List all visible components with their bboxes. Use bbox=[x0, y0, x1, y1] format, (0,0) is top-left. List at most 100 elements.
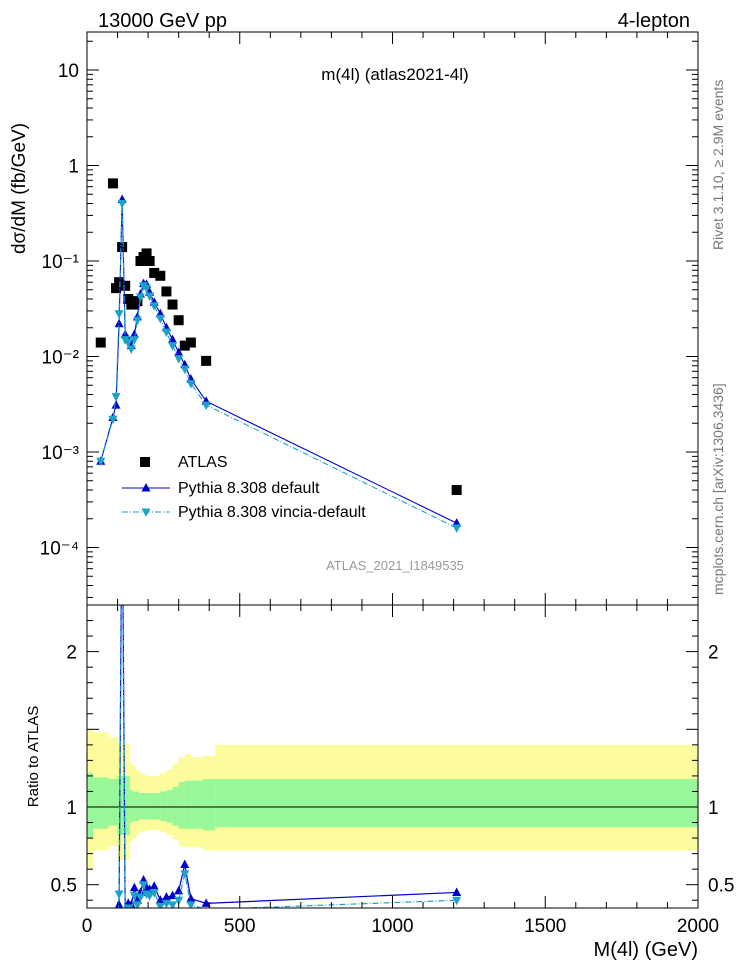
series-line-1 bbox=[100, 199, 457, 524]
ratio-y-tick-label-right: 2 bbox=[708, 643, 719, 664]
legend-default-marker bbox=[141, 483, 151, 492]
vincia-point bbox=[126, 345, 136, 354]
ratio-point-vincia bbox=[132, 901, 142, 908]
inner-band-bin bbox=[172, 786, 180, 826]
legend-vincia-marker bbox=[141, 508, 151, 517]
atlas-point bbox=[161, 286, 172, 297]
inner-band-bin bbox=[148, 793, 152, 820]
vincia-point bbox=[155, 315, 165, 324]
legend-label: Pythia 8.308 default bbox=[178, 480, 320, 497]
inner-band-bin bbox=[184, 780, 192, 829]
inner-band-bin bbox=[135, 791, 140, 821]
vincia-point bbox=[129, 336, 139, 345]
ratio-point-default bbox=[155, 895, 165, 904]
atlas-point bbox=[167, 299, 178, 310]
y-tick-label: 10⁻⁴ bbox=[40, 539, 79, 560]
inner-band-bin bbox=[132, 791, 137, 821]
ratio-point-vincia bbox=[180, 870, 190, 879]
x-axis-label: M(4l) (GeV) bbox=[594, 939, 698, 961]
atlas-point bbox=[141, 248, 152, 259]
ratio-point-vincia bbox=[123, 904, 133, 908]
y-tick-label: 1 bbox=[68, 157, 79, 178]
legend-label: ATLAS bbox=[178, 454, 228, 471]
ratio-point-default bbox=[180, 859, 190, 868]
legend: ATLAS Pythia 8.308 default Pythia 8.308 vi… bbox=[122, 454, 366, 521]
ratio-y-tick-label: 2 bbox=[66, 643, 77, 664]
default-point bbox=[111, 400, 121, 409]
vincia-point bbox=[452, 524, 462, 534]
ratio-point-vincia bbox=[174, 896, 184, 906]
ratio-point-default bbox=[114, 899, 124, 908]
ratio-panel: 0.5 0.5 1 1 2 2 Ratio to ATLAS 0 500 1000 1500 2000… bbox=[25, 604, 734, 961]
x-tick-label: 500 bbox=[224, 916, 256, 937]
ratio-y-tick-label-right: 0.5 bbox=[708, 876, 734, 897]
atlas-point bbox=[111, 283, 122, 294]
ratio-point-vincia bbox=[155, 902, 165, 908]
x-tick-label: 1500 bbox=[524, 916, 566, 937]
y-tick-label: 10⁻³ bbox=[42, 443, 80, 464]
vincia-point bbox=[174, 355, 184, 364]
series-line-2 bbox=[100, 203, 457, 529]
vincia-point bbox=[132, 316, 142, 326]
ratio-point-vincia bbox=[139, 881, 149, 890]
ratio-y-axis: 0.5 0.5 1 1 2 2 Ratio to ATLAS bbox=[25, 620, 734, 901]
inner-band-bin bbox=[87, 772, 94, 839]
ratio-point-vincia bbox=[145, 892, 155, 901]
ratio-point-vincia bbox=[168, 901, 178, 908]
vincia-point bbox=[168, 342, 178, 351]
vincia-point bbox=[96, 457, 106, 467]
side-rivet-label: Rivet 3.1.10, ≥ 2.9M events bbox=[710, 80, 726, 250]
inner-band-bin bbox=[141, 793, 146, 820]
ratio-y-tick-label: 1 bbox=[66, 798, 77, 819]
y-tick-label: 10⁻² bbox=[42, 348, 80, 369]
atlas-point bbox=[114, 277, 125, 288]
default-point bbox=[129, 329, 139, 338]
y-tick-label: 10 bbox=[58, 61, 79, 82]
vincia-point bbox=[145, 292, 155, 302]
atlas-point bbox=[149, 267, 160, 278]
legend-label: Pythia 8.308 vincia-default bbox=[178, 504, 366, 521]
inner-band-bin bbox=[215, 779, 698, 828]
inner-band-bin bbox=[151, 793, 161, 820]
atlas-point bbox=[123, 294, 134, 305]
ratio-y-tick-label-right: 1 bbox=[708, 798, 719, 819]
ratio-point-vincia bbox=[135, 893, 145, 903]
vincia-point bbox=[180, 365, 190, 374]
vincia-point bbox=[161, 328, 171, 338]
vincia-point bbox=[149, 302, 159, 311]
inner-band-bin bbox=[138, 793, 143, 820]
ratio-y-tick-label: 0.5 bbox=[51, 876, 77, 897]
ratio-series bbox=[114, 605, 462, 908]
vincia-point bbox=[135, 293, 145, 302]
atlas-point bbox=[120, 280, 131, 291]
ratio-point-default bbox=[186, 893, 196, 903]
atlas-point bbox=[95, 337, 106, 348]
inner-band-bin bbox=[93, 777, 109, 829]
atlas-point bbox=[451, 485, 462, 496]
ratio-point-vincia bbox=[186, 901, 196, 908]
inner-band-bin bbox=[166, 789, 173, 823]
vincia-point bbox=[201, 401, 211, 411]
ratio-point-default bbox=[129, 882, 139, 892]
plot-title: m(4l) (atlas2021-4l) bbox=[321, 65, 468, 84]
ratio-y-axis-label: Ratio to ATLAS bbox=[25, 706, 42, 807]
atlas-point bbox=[132, 296, 143, 307]
vincia-point bbox=[123, 339, 133, 348]
inner-band-bin bbox=[203, 779, 216, 831]
atlas-point bbox=[185, 337, 196, 348]
vincia-point bbox=[108, 415, 118, 425]
ratio-point-default bbox=[174, 885, 184, 895]
vincia-point bbox=[114, 310, 124, 319]
ratio-bands bbox=[87, 729, 698, 868]
main-series bbox=[95, 178, 462, 534]
atlas-point bbox=[201, 355, 212, 366]
legend-atlas-marker bbox=[140, 457, 150, 467]
default-point bbox=[452, 518, 462, 527]
vincia-point bbox=[142, 284, 152, 294]
atlas-point bbox=[144, 256, 155, 267]
ratio-point-default bbox=[452, 887, 462, 896]
inner-band-bin bbox=[129, 789, 134, 823]
inner-band-bin bbox=[145, 793, 149, 820]
header-right: 4-lepton bbox=[618, 10, 690, 32]
